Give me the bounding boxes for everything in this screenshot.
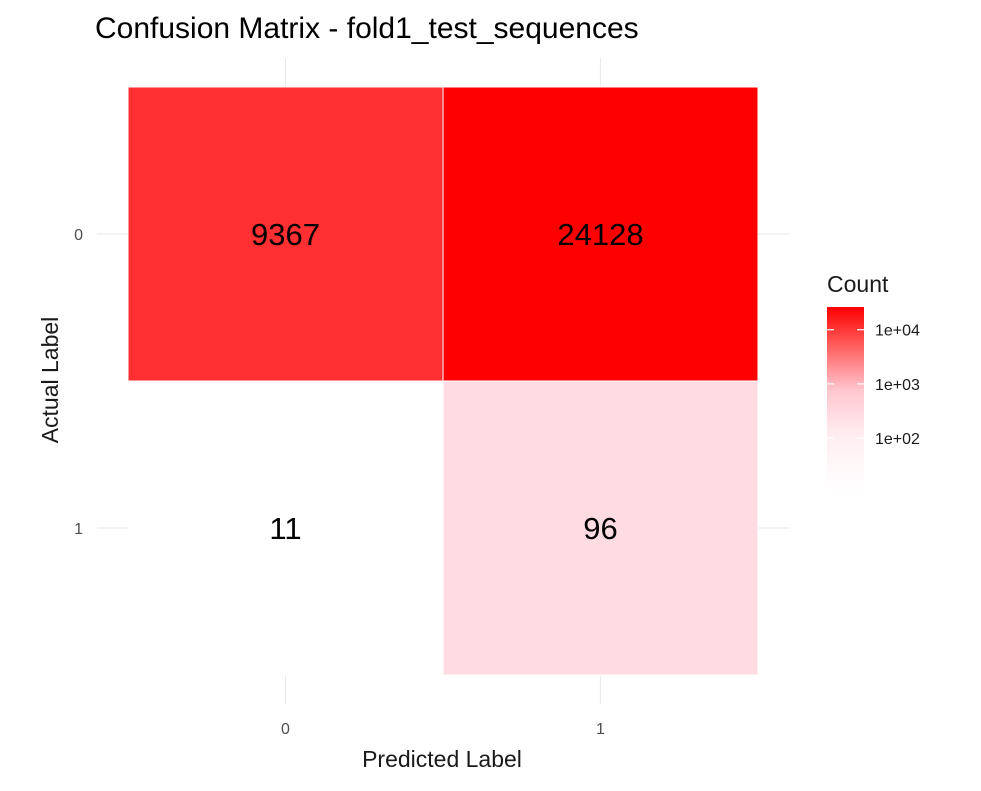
cell-value-label: 11 [269, 511, 301, 546]
cell-value-label: 24128 [557, 217, 643, 252]
heatmap-cell-actual-1-predicted-1 [442, 380, 759, 676]
y-axis-title: Actual Label [37, 317, 63, 444]
y-tick-label: 0 [74, 227, 83, 244]
heatmap-cell-actual-0-predicted-0 [127, 86, 444, 382]
y-tick-label: 1 [74, 521, 83, 538]
heatmap-cell-actual-1-predicted-0 [127, 380, 444, 676]
x-tick-label: 1 [596, 721, 605, 738]
legend-title: Count [827, 271, 889, 297]
chart-title: Confusion Matrix - fold1_test_sequences [95, 12, 639, 45]
heatmap-cells: 9367 24128 11 96 [127, 86, 759, 676]
color-legend: Count 1e+04 1e+03 1e+02 [827, 271, 920, 492]
cell-value-label: 96 [583, 511, 617, 546]
legend-label: 1e+02 [875, 431, 920, 448]
legend-ticks: 1e+04 1e+03 1e+02 [827, 323, 920, 448]
legend-color-bar [827, 307, 864, 492]
x-axis-title: Predicted Label [362, 746, 522, 772]
axis-ticks: 0 1 0 1 [74, 227, 605, 738]
legend-label: 1e+04 [875, 323, 920, 340]
x-tick-label: 0 [281, 721, 290, 738]
legend-label: 1e+03 [875, 377, 920, 394]
cell-value-label: 9367 [251, 217, 320, 252]
